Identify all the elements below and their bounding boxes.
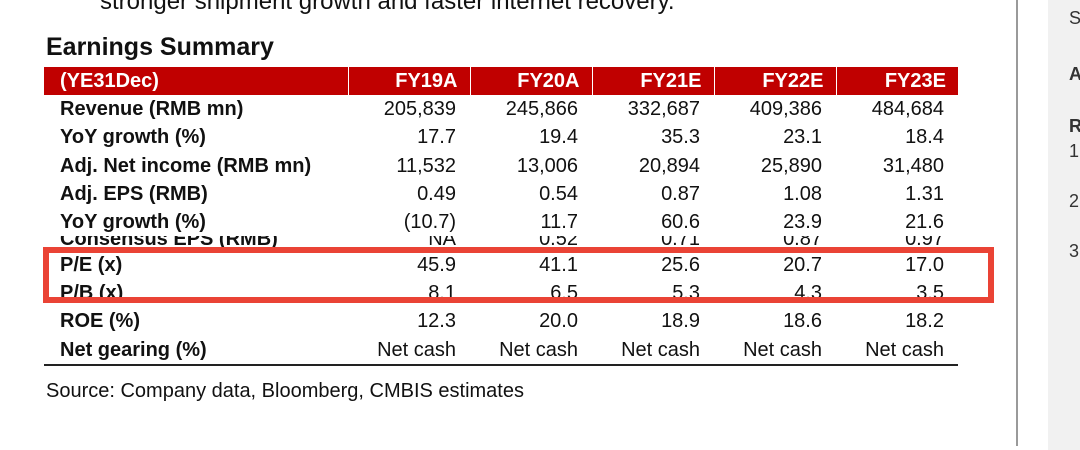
side-panel-text: 3 [1069, 241, 1080, 261]
table-cell: 45.9 [417, 253, 456, 276]
side-panel-text: A [1069, 64, 1080, 84]
table-row: Consensus EPS (RMB) NA 0.52 0.71 0.87 0.… [44, 236, 958, 250]
table-cell: Net cash [348, 335, 470, 366]
section-title: Earnings Summary [46, 33, 274, 61]
row-label: Adj. Net income (RMB mn) [60, 154, 312, 177]
side-panel-text: R [1069, 116, 1080, 136]
table-row: ROE (%) 12.3 20.0 18.9 18.6 18.2 [44, 307, 958, 335]
side-panel: S A R 1 2 3 [1048, 0, 1080, 450]
header-cell: FY19A [348, 67, 471, 95]
table-cell: 21.6 [905, 211, 944, 234]
table-cell: 11.7 [540, 211, 578, 234]
table-cell: NA [428, 236, 456, 251]
table-cell: 4.3 [794, 281, 822, 304]
row-label: P/B (x) [60, 281, 124, 304]
table-cell: 18.4 [905, 126, 944, 149]
side-panel-text: 2 [1069, 191, 1080, 211]
table-cell: 484,684 [871, 98, 944, 121]
table-cell: 35.3 [661, 126, 700, 149]
header-cell: FY23E [884, 69, 946, 92]
table-cell: 3.5 [916, 281, 944, 304]
table-cell: 31,480 [882, 154, 944, 177]
row-label: Adj. EPS (RMB) [60, 183, 208, 206]
table-cell: 17.7 [417, 126, 456, 149]
row-label: ROE (%) [60, 310, 140, 333]
table-cell: 8.1 [428, 281, 456, 304]
table-cell: Net cash [592, 335, 714, 366]
table-cell: Net cash [836, 335, 958, 366]
table-cell: 6.5 [550, 281, 578, 304]
table-row-highlighted: P/E (x) 45.9 41.1 25.6 20.7 17.0 [44, 250, 958, 278]
table-cell: 20.0 [539, 310, 578, 333]
table-row: Net gearing (%) Net cash Net cash Net ca… [44, 335, 958, 366]
earnings-table: (YE31Dec) FY19A FY20A FY21E FY22E FY23E … [44, 67, 958, 366]
table-cell: 18.9 [661, 310, 700, 333]
row-label: Revenue (RMB mn) [60, 98, 244, 121]
table-cell: 0.52 [539, 236, 578, 251]
table-cell: 5.3 [672, 281, 700, 304]
side-panel-text: S [1069, 8, 1080, 28]
row-label: Consensus EPS (RMB) [60, 236, 278, 251]
table-row: YoY growth (%) 17.7 19.4 35.3 23.1 18.4 [44, 123, 958, 151]
header-cell: FY21E [592, 67, 715, 95]
row-label: Net gearing (%) [44, 335, 348, 366]
row-label: YoY growth (%) [60, 211, 206, 234]
table-cell: 1.31 [905, 183, 944, 206]
table-row: Adj. EPS (RMB) 0.49 0.54 0.87 1.08 1.31 [44, 180, 958, 208]
table-cell: 1.08 [783, 183, 822, 206]
header-cell: FY20A [470, 67, 593, 95]
table-cell: 13,006 [516, 154, 578, 177]
table-header-row: (YE31Dec) FY19A FY20A FY21E FY22E FY23E [44, 67, 958, 95]
table-cell: 12.3 [417, 310, 456, 333]
table-cell: 41.1 [539, 253, 578, 276]
side-panel-text: 1 [1069, 141, 1080, 161]
table-cell: 17.0 [905, 253, 944, 276]
table-cell: 20,894 [638, 154, 700, 177]
table-row: Revenue (RMB mn) 205,839 245,866 332,687… [44, 95, 958, 123]
table-cell: 60.6 [661, 211, 700, 234]
table-cell: 19.4 [539, 126, 578, 149]
table-cell: 0.71 [661, 236, 700, 251]
table-cell: Net cash [470, 335, 592, 366]
table-cell: 20.7 [783, 253, 822, 276]
table-cell: (10.7) [403, 211, 456, 234]
table-cell: 25.6 [661, 253, 700, 276]
table-cell: 409,386 [749, 98, 822, 121]
table-cell: 23.1 [783, 126, 822, 149]
table-cell: 11,532 [396, 154, 456, 177]
table-cell: 0.54 [539, 183, 578, 206]
header-cell: (YE31Dec) [44, 67, 349, 95]
intro-text: stronger shipment growth and faster inte… [100, 0, 675, 15]
panel-divider [1016, 0, 1018, 446]
row-label: P/E (x) [60, 253, 123, 276]
table-cell: 0.49 [417, 183, 456, 206]
table-cell: 18.6 [783, 310, 822, 333]
table-cell: 245,866 [505, 98, 578, 121]
table-cell: 0.97 [905, 236, 944, 251]
table-cell: Net cash [714, 335, 836, 366]
table-cell: 0.87 [783, 236, 822, 251]
table-row: YoY growth (%) (10.7) 11.7 60.6 23.9 21.… [44, 208, 958, 236]
table-cell: 18.2 [905, 310, 944, 333]
row-label: YoY growth (%) [60, 126, 206, 149]
table-row: Adj. Net income (RMB mn) 11,532 13,006 2… [44, 152, 958, 180]
earnings-table-wrap: (YE31Dec) FY19A FY20A FY21E FY22E FY23E … [44, 67, 958, 366]
header-cell: FY22E [714, 67, 837, 95]
table-cell: 332,687 [627, 98, 700, 121]
table-cell: 23.9 [783, 211, 822, 234]
table-cell: 25,890 [760, 154, 822, 177]
table-row: P/B (x) 8.1 6.5 5.3 4.3 3.5 [44, 279, 958, 307]
source-note: Source: Company data, Bloomberg, CMBIS e… [46, 380, 524, 402]
table-cell: 0.87 [661, 183, 700, 206]
table-cell: 205,839 [383, 98, 456, 121]
